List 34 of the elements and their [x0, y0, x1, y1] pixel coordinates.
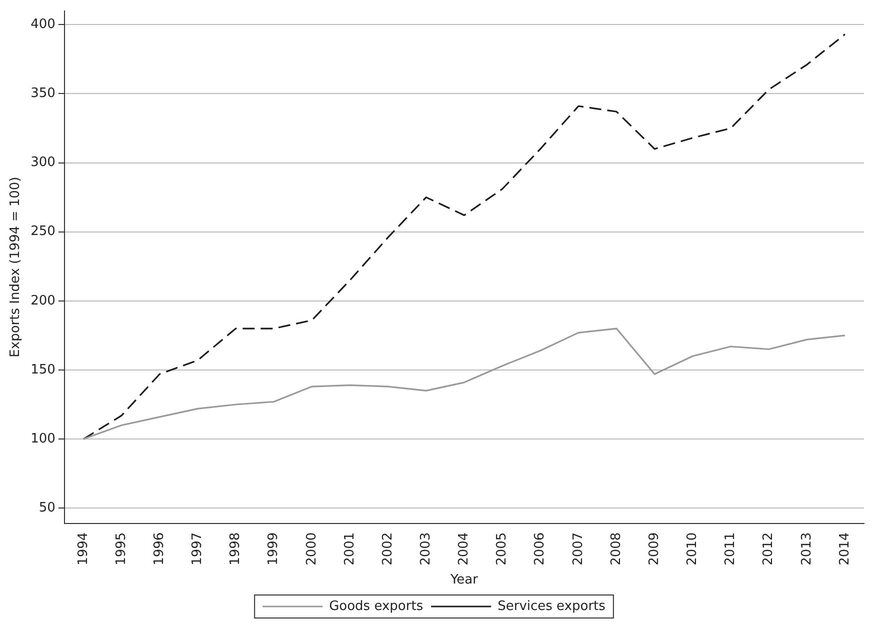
x-tick-label: 2002 — [380, 532, 396, 566]
y-tick-label: 50 — [38, 500, 56, 516]
y-tick-label: 150 — [30, 362, 56, 378]
x-tick-label: 2000 — [304, 532, 320, 566]
x-tick-label: 2003 — [418, 532, 434, 566]
x-tick-label: 2007 — [570, 532, 586, 566]
x-tick-label: 1994 — [76, 532, 91, 566]
y-tick-label: 250 — [30, 224, 56, 240]
legend-label: Services exports — [498, 598, 606, 614]
x-tick-label: 2005 — [494, 532, 510, 566]
y-tick-label: 200 — [30, 293, 56, 308]
y-axis-title: Exports Index (1994 = 100) — [8, 176, 24, 358]
x-tick-label: 2008 — [608, 532, 624, 566]
legend-label: Goods exports — [329, 598, 424, 614]
x-tick-label: 2006 — [532, 532, 548, 566]
y-tick-label: 100 — [30, 431, 56, 446]
x-tick-label: 2011 — [723, 532, 738, 566]
x-tick-label: 2004 — [456, 532, 472, 566]
y-tick-label: 350 — [30, 86, 56, 102]
x-tick-label: 1998 — [228, 532, 244, 566]
x-tick-label: 2001 — [342, 532, 358, 566]
x-tick-label: 2012 — [761, 532, 776, 566]
x-axis-title: Year — [449, 572, 479, 588]
x-tick-label: 2010 — [685, 532, 700, 566]
x-tick-label: 1997 — [190, 532, 206, 566]
y-tick-label: 400 — [30, 16, 56, 32]
x-tick-label: 2013 — [799, 532, 814, 566]
y-tick-label: 300 — [30, 155, 56, 170]
x-tick-label: 1996 — [152, 532, 167, 566]
x-tick-label: 1999 — [266, 532, 282, 566]
line-series — [82, 33, 846, 440]
x-tick-label: 2009 — [646, 532, 662, 566]
x-tick-label: 2014 — [837, 532, 852, 566]
x-tick-label: 1995 — [114, 532, 129, 566]
